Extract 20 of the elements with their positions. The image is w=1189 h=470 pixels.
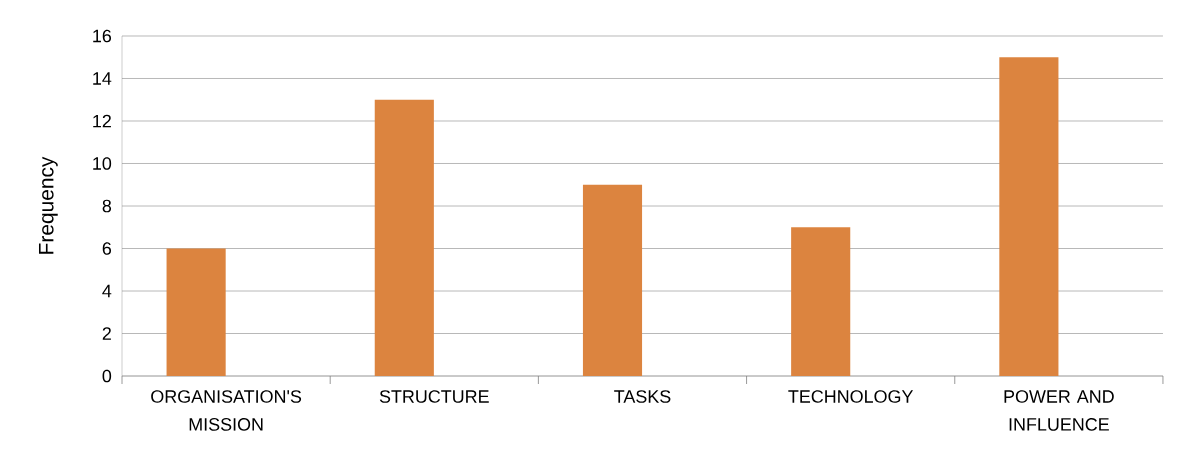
x-tick-label: STRUCTURE [379,390,489,403]
bar [374,99,434,376]
x-tick-label: ORGANISATION'S MISSION [151,390,302,431]
y-axis-title: Frequency [38,156,58,254]
bar [582,184,643,376]
y-tick-label: 2 [102,327,111,340]
x-tick-label: TECHNOLOGY [788,390,914,403]
y-tick-label: 10 [93,157,112,170]
y-tick-label: 4 [102,284,112,298]
bar [999,57,1059,376]
y-tick-label: 14 [93,72,112,85]
y-tick-label: 8 [102,199,112,213]
y-tick-label: 12 [93,114,111,128]
x-tick-label: TASKS [614,390,671,403]
bar [791,227,851,376]
y-tick-label: 0 [102,369,112,383]
y-tick-label: 6 [102,242,112,255]
bar [166,248,226,376]
x-tick-label: POWER AND INFLUENCE [1004,390,1114,431]
y-tick-label: 16 [93,29,112,43]
